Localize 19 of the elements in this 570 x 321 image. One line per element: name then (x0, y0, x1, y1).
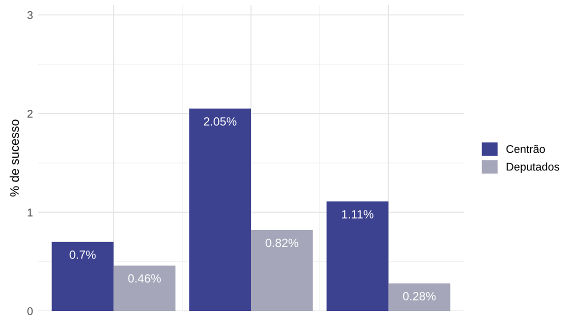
bar (388, 283, 450, 311)
y-axis-title: % de sucesso (10, 120, 19, 196)
bar (251, 230, 313, 311)
bar (326, 201, 388, 311)
data-label: 0.28% (403, 292, 436, 300)
legend-label: Deputados (506, 162, 560, 173)
data-label: 0.7% (70, 250, 96, 259)
y-tick-label: 3 (27, 11, 33, 20)
y-tick-label: 1 (28, 208, 33, 216)
data-label: 0.46% (128, 274, 161, 283)
bar (52, 242, 114, 311)
legend-label: Centrão (506, 144, 545, 153)
bar (189, 108, 251, 311)
y-tick-label: 2 (28, 110, 33, 118)
bar (114, 266, 176, 311)
y-tick-label: 0 (27, 307, 33, 316)
data-label: 1.11% (342, 210, 374, 218)
data-label: 2.05% (204, 117, 236, 126)
data-label: 0.82% (266, 238, 298, 248)
